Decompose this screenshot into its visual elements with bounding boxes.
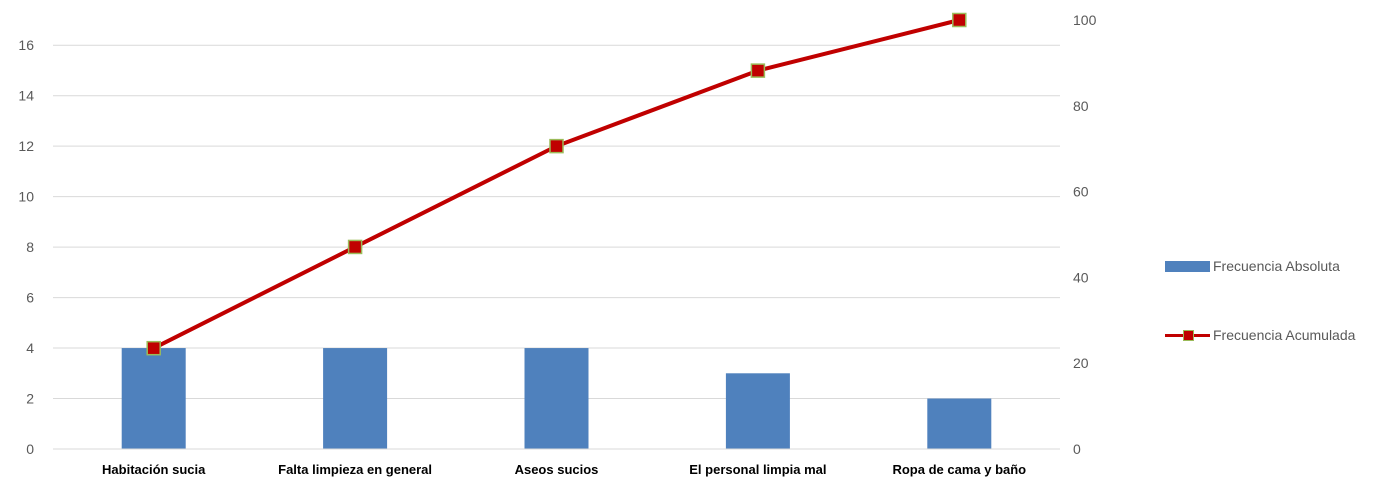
line-marker [549, 138, 564, 154]
y-tick-label-left: 14 [18, 88, 34, 104]
y-tick-label-left: 10 [18, 189, 34, 205]
y-tick-label-left: 2 [26, 391, 34, 407]
x-tick-label: El personal limpia mal [689, 462, 826, 477]
y-tick-label-right: 40 [1073, 269, 1089, 285]
y-tick-label-right: 20 [1073, 355, 1089, 371]
bar [927, 398, 992, 449]
x-axis: Habitación sucia Falta limpieza en genera… [53, 448, 1060, 477]
bar [323, 348, 388, 449]
line-marker [347, 239, 363, 255]
bar [725, 373, 790, 449]
x-tick-label: Habitación sucia [102, 462, 206, 477]
line-marker [750, 63, 766, 78]
legend-swatch-bar [1165, 260, 1210, 272]
y-tick-label-right: 60 [1073, 184, 1089, 200]
bar [121, 348, 186, 449]
legend-item-line: Frecuencia Acumulada [1165, 327, 1355, 343]
x-tick-label: Falta limpieza en general [278, 462, 432, 477]
y-tick-label-left: 16 [18, 37, 34, 53]
legend-label-line: Frecuencia Acumulada [1213, 327, 1356, 343]
legend-label-bars: Frecuencia Absoluta [1213, 258, 1340, 274]
y-axis-right: 0 20 40 60 80 100 [1073, 12, 1097, 457]
y-tick-label-right: 0 [1073, 441, 1081, 457]
legend-swatch-line [1165, 329, 1210, 341]
y-tick-label-left: 4 [26, 340, 34, 356]
line-series [146, 12, 967, 356]
line-marker [952, 12, 967, 28]
cumulative-line [152, 18, 960, 350]
x-tick-label: Aseos sucios [515, 462, 599, 477]
y-tick-label-left: 12 [18, 138, 34, 154]
legend-item-bars: Frecuencia Absoluta [1165, 258, 1340, 274]
x-tick-label: Ropa de cama y baño [892, 462, 1026, 477]
y-tick-label-left: 8 [26, 239, 34, 255]
y-tick-label-right: 80 [1073, 98, 1089, 114]
y-tick-label-right: 100 [1073, 12, 1097, 28]
line-marker [146, 340, 161, 356]
y-axis-left: 0 2 4 6 8 10 12 14 16 [18, 37, 34, 457]
bar-series [121, 348, 992, 449]
y-tick-label-left: 6 [26, 290, 34, 306]
bar [524, 348, 589, 449]
gridlines [53, 44, 1060, 400]
y-tick-label-left: 0 [26, 441, 34, 457]
